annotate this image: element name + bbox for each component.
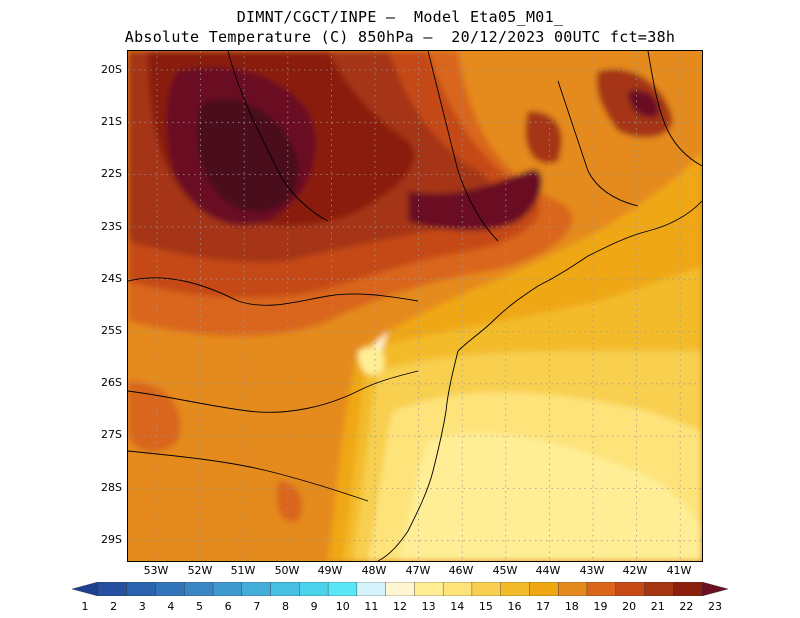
colorbar-swatch (299, 582, 329, 596)
colorbar (72, 582, 728, 596)
chart-subtitle: Absolute Temperature (C) 850hPa – 20/12/… (124, 28, 676, 46)
colorbar-swatch (529, 582, 559, 596)
colorbar-label: 19 (593, 600, 608, 613)
colorbar-label: 15 (478, 600, 493, 613)
colorbar-label: 3 (138, 600, 146, 613)
colorbar-label: 21 (650, 600, 665, 613)
lon-label: 50W (274, 564, 300, 577)
lon-label: 46W (448, 564, 474, 577)
colorbar-label: 7 (253, 600, 261, 613)
colorbar-swatch (442, 582, 473, 596)
colorbar-label: 17 (536, 600, 551, 613)
colorbar-label: 16 (507, 600, 522, 613)
lat-label: 20S (101, 63, 122, 76)
lat-label: 22S (101, 167, 122, 180)
colorbar-label: 12 (393, 600, 407, 613)
colorbar-swatch (586, 582, 617, 596)
colorbar-swatch (471, 582, 502, 596)
coastline-borders (128, 51, 702, 561)
colorbar-swatch (270, 582, 301, 596)
colorbar-label: 9 (310, 600, 318, 613)
colorbar-swatch (155, 582, 185, 596)
colorbar-swatch (701, 582, 728, 596)
colorbar-label: 6 (224, 600, 232, 613)
colorbar-swatch (644, 582, 674, 596)
colorbar-label: 22 (679, 600, 694, 613)
lon-label: 43W (579, 564, 605, 577)
lat-label: 27S (101, 428, 122, 441)
colorbar-label: 18 (564, 600, 579, 613)
colorbar-swatch (385, 582, 416, 596)
map-canvas (128, 51, 702, 561)
lon-label: 41W (666, 564, 692, 577)
colorbar-label: 8 (281, 600, 289, 613)
lon-label: 51W (230, 564, 256, 577)
lon-label: 47W (405, 564, 431, 577)
lat-label: 24S (101, 272, 122, 285)
lat-label: 21S (101, 115, 122, 128)
colorbar-swatch (212, 582, 243, 596)
lon-label: 52W (187, 564, 213, 577)
lon-label: 49W (317, 564, 343, 577)
lat-label: 29S (101, 533, 122, 546)
colorbar-label: 5 (196, 600, 204, 613)
colorbar-swatch (673, 582, 703, 596)
lon-label: 42W (622, 564, 648, 577)
lat-label: 28S (101, 481, 122, 494)
colorbar-label: 13 (421, 600, 436, 613)
lat-label: 25S (101, 324, 122, 337)
colorbar-swatch (97, 582, 128, 596)
lat-label: 23S (101, 220, 122, 233)
colorbar-label: 2 (110, 600, 118, 613)
temperature-field (128, 51, 702, 561)
colorbar-label: 23 (708, 600, 722, 613)
chart-title: DIMNT/CGCT/INPE – Model Eta05_M01_ (236, 8, 564, 26)
colorbar-swatch (615, 582, 646, 596)
lon-label: 48W (361, 564, 387, 577)
colorbar-label: 10 (335, 600, 350, 613)
colorbar-swatch (241, 582, 272, 596)
lon-label: 53W (143, 564, 169, 577)
colorbar-swatch (72, 582, 99, 596)
colorbar-label: 20 (622, 600, 637, 613)
lon-label: 44W (535, 564, 561, 577)
colorbar-swatch (184, 582, 214, 596)
colorbar-label: 14 (450, 600, 465, 613)
colorbar-swatch (327, 582, 358, 596)
lat-label: 26S (101, 376, 122, 389)
colorbar-swatch (414, 582, 444, 596)
lon-label: 45W (492, 564, 518, 577)
colorbar-swatch (557, 582, 588, 596)
colorbar-swatch (356, 582, 387, 596)
temperature-map (127, 50, 703, 562)
colorbar-label: 1 (81, 600, 89, 613)
colorbar-label: 11 (364, 600, 379, 613)
colorbar-swatch (126, 582, 157, 596)
colorbar-label: 4 (167, 600, 175, 613)
colorbar-swatch (500, 582, 531, 596)
lat-lon-grid (128, 51, 702, 561)
